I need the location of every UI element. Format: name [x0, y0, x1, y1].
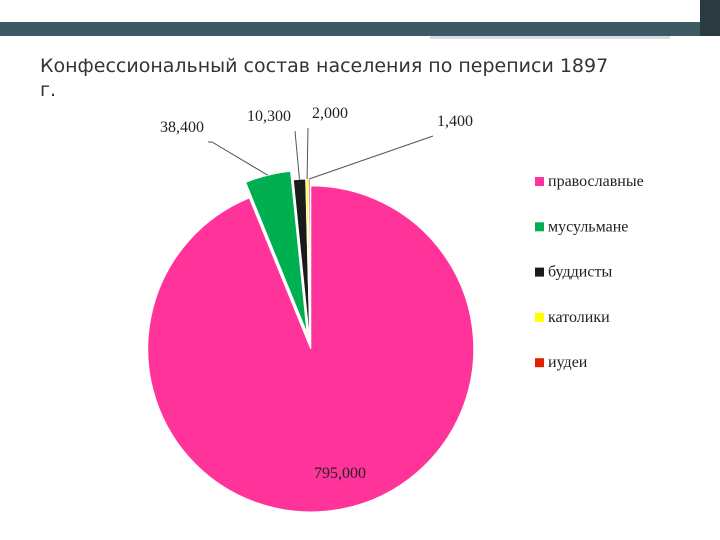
data-label: 795,000	[314, 465, 366, 482]
top-accent	[430, 36, 670, 39]
data-label: 2,000	[312, 105, 348, 122]
leader-line	[308, 135, 434, 180]
pie-slice	[147, 185, 475, 513]
legend-label: мусульмане	[548, 218, 628, 235]
data-label: 10,300	[247, 108, 291, 125]
data-label: 1,400	[437, 113, 473, 130]
legend-swatch	[535, 267, 544, 277]
legend: православные мусульмане буддисты католики иу…	[535, 173, 644, 371]
leader-line	[294, 130, 300, 180]
leader-line	[306, 127, 309, 180]
legend-label: иудеи	[548, 354, 588, 371]
legend-label: буддисты	[548, 264, 612, 281]
top-band	[0, 22, 700, 36]
legend-swatch	[535, 312, 544, 322]
pie-slice	[245, 170, 308, 334]
top-corner	[700, 0, 720, 36]
legend-swatch	[535, 177, 544, 186]
leader-line	[208, 141, 268, 176]
legend-label: католики	[548, 309, 610, 326]
chart-title: Конфессиональный состав населения по пер…	[40, 55, 608, 101]
pie: 795,000 38,400 10,300 2,000 1,400	[147, 105, 475, 513]
data-label: 38,400	[160, 119, 204, 136]
legend-swatch	[535, 222, 544, 232]
legend-swatch	[535, 358, 544, 368]
legend-label: православные	[548, 173, 644, 190]
